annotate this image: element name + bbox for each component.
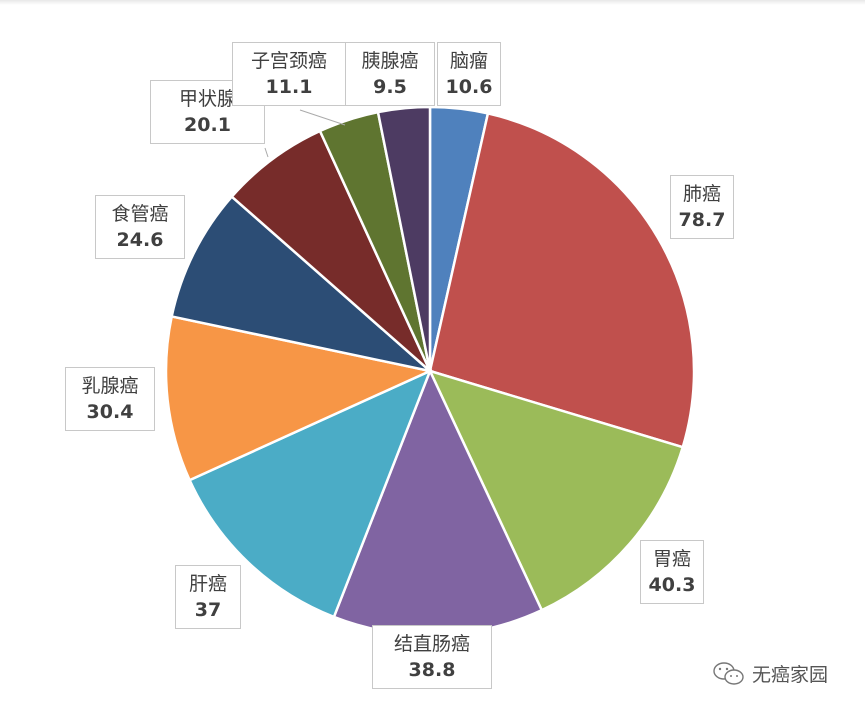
data-label-value: 37: [194, 599, 222, 621]
data-label-name: 子宫颈癌: [250, 50, 327, 72]
pie-slice-1: [428, 111, 696, 449]
data-label-value: 11.1: [265, 76, 313, 98]
data-label: 胰腺癌 9.5: [345, 42, 435, 106]
pie-slice-2: [427, 368, 685, 612]
top-bar: [0, 0, 865, 5]
pie-slice-6: [170, 194, 435, 374]
data-label: 胃癌 40.3: [640, 540, 704, 604]
data-label: 结直肠癌 38.8: [372, 625, 492, 689]
data-label-name: 胃癌: [652, 548, 691, 570]
data-label-name: 结直肠癌: [393, 633, 470, 655]
data-label-value: 9.5: [373, 76, 407, 98]
data-label-name: 乳腺癌: [81, 375, 139, 397]
data-label-name: 脑瘤: [449, 50, 488, 72]
data-label-value: 40.3: [648, 574, 696, 596]
data-label-name: 食管癌: [111, 203, 169, 225]
data-label-value: 30.4: [86, 401, 134, 423]
pie-slice-4: [187, 368, 433, 619]
data-label: 脑瘤 10.6: [437, 42, 501, 106]
data-label-name: 肝癌: [188, 573, 227, 595]
watermark-text: 无癌家园: [752, 664, 829, 686]
data-label-value: 38.8: [408, 659, 456, 681]
pie-slice-7: [230, 129, 432, 372]
data-label: 肺癌 78.7: [670, 175, 734, 239]
pie-slice-9: [376, 105, 432, 372]
data-label-value: 24.6: [116, 229, 164, 251]
data-label-value: 20.1: [184, 114, 231, 136]
data-label-name: 胰腺癌: [361, 50, 419, 72]
data-label: 肝癌 37: [175, 565, 241, 629]
data-label-name: 甲状腺: [178, 88, 236, 110]
data-label-name: 肺癌: [682, 183, 721, 205]
data-label: 食管癌 24.6: [95, 195, 185, 259]
data-label-value: 78.7: [678, 209, 726, 231]
leader-line: [299, 109, 346, 126]
wechat-icon: [713, 661, 744, 685]
data-label: 乳腺癌 30.4: [65, 367, 155, 431]
data-label: 子宫颈癌 11.1: [232, 42, 346, 106]
leader-line: [264, 147, 269, 158]
data-label-value: 10.6: [445, 76, 493, 98]
watermark: 无癌家园: [712, 660, 828, 687]
